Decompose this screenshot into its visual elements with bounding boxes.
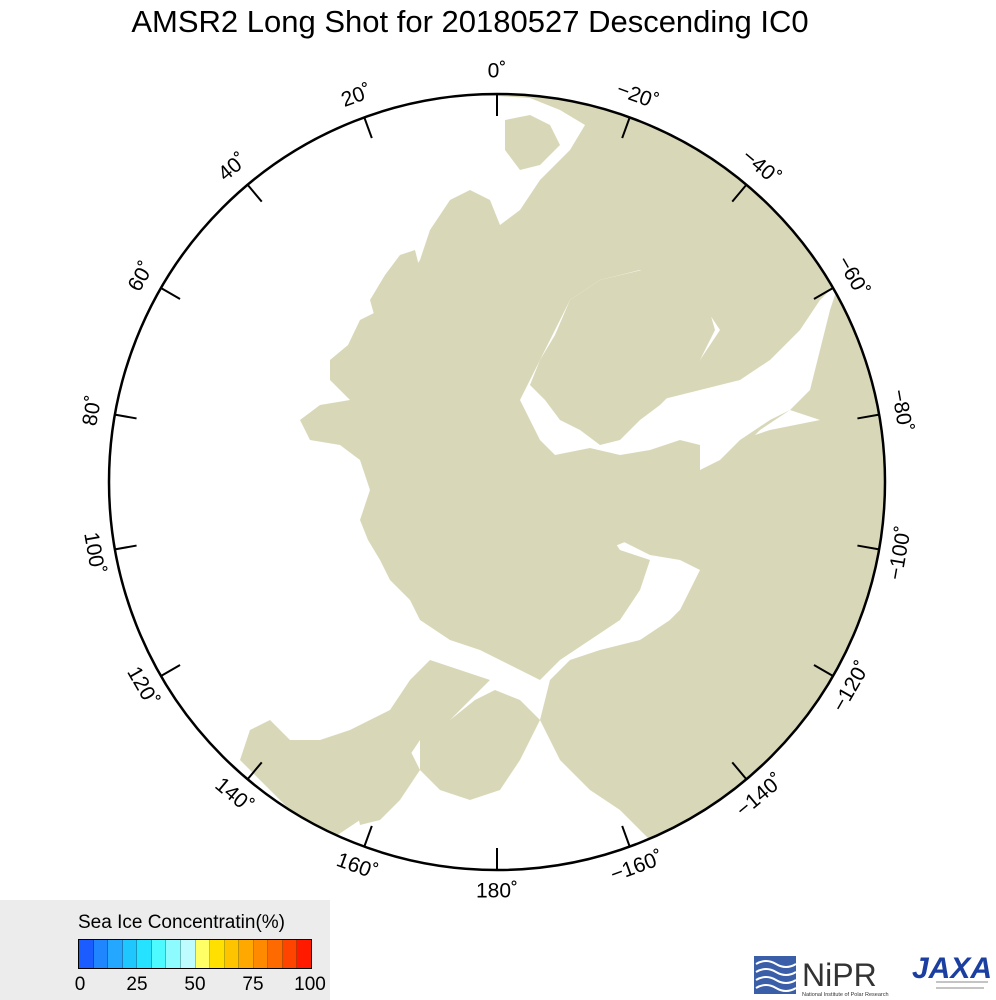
longitude-label: 80˚ <box>78 394 106 428</box>
colorbar-segment <box>239 940 254 968</box>
colorbar-segment <box>137 940 152 968</box>
longitude-tick <box>363 825 373 847</box>
legend-tick-75: 75 <box>242 974 264 995</box>
canadian-archipelago <box>555 440 700 548</box>
colorbar-segment <box>297 940 311 968</box>
longitude-tick <box>621 117 631 139</box>
longitude-tick <box>114 413 137 420</box>
nipr-logo-text: NiPR <box>802 957 877 993</box>
longitude-tick <box>246 761 263 780</box>
colorbar-segment <box>79 940 94 968</box>
longitude-tick <box>246 184 263 203</box>
nipr-logo-subtext: National Institute of Polar Research <box>802 992 889 998</box>
colorbar-segment <box>151 940 167 968</box>
legend-tick-100: 100 <box>294 974 326 995</box>
longitude-label: −80˚ <box>887 388 917 434</box>
franz-josef-land <box>550 245 590 275</box>
longitude-tick <box>857 544 880 551</box>
colorbar-segment <box>268 940 283 968</box>
longitude-tick <box>363 117 373 139</box>
longitude-label: 180˚ <box>476 880 518 903</box>
longitude-tick <box>813 287 834 300</box>
colorbar-segment <box>180 940 196 968</box>
longitude-tick <box>731 761 748 780</box>
legend-tick-50: 50 <box>184 974 206 995</box>
legend-tick-25: 25 <box>126 974 148 995</box>
nipr-logo-icon: NiPR National Institute of Polar Researc… <box>754 956 889 998</box>
svalbard <box>505 115 560 170</box>
longitude-tick <box>621 825 631 847</box>
colorbar-segment <box>210 940 225 968</box>
jaxa-logo-text: JAXA <box>912 952 992 985</box>
chukotka-alaska-strait <box>420 690 540 800</box>
legend-tick-0: 0 <box>74 974 86 995</box>
colorbar-segment <box>224 940 240 968</box>
longitude-tick <box>813 664 834 677</box>
colorbar-segment <box>282 940 298 968</box>
longitude-label: −20˚ <box>614 78 662 114</box>
colorbar-segment <box>108 940 123 968</box>
longitude-label: 160˚ <box>333 848 380 884</box>
colorbar-segment <box>166 940 181 968</box>
colorbar <box>78 939 312 969</box>
longitude-tick <box>857 413 880 420</box>
longitude-tick <box>114 544 137 551</box>
jaxa-logo-icon: JAXA <box>912 952 992 989</box>
longitude-label: 100˚ <box>79 530 109 575</box>
longitude-label: 20˚ <box>338 80 374 112</box>
map-title: AMSR2 Long Shot for 20180527 Descending … <box>131 4 809 39</box>
longitude-tick <box>731 184 748 203</box>
colorbar-segment <box>93 940 109 968</box>
arctic-ocean-ice <box>109 94 880 870</box>
longitude-label: 0˚ <box>488 60 507 83</box>
longitude-ticks <box>114 94 880 870</box>
longitude-tick <box>160 287 181 300</box>
kamchatka <box>350 750 420 825</box>
longitude-tick <box>160 664 181 677</box>
longitude-label: −100˚ <box>884 524 916 581</box>
colorbar-segment <box>253 940 269 968</box>
longitude-label: −60˚ <box>832 252 873 300</box>
longitude-label: 60˚ <box>124 258 159 296</box>
colorbar-segment <box>122 940 138 968</box>
novaya-zemlya <box>370 250 420 318</box>
greenland <box>530 268 715 445</box>
colorbar-segment <box>195 940 211 968</box>
legend-title: Sea Ice Concentratin(%) <box>78 912 285 933</box>
longitude-label: 40˚ <box>214 149 252 186</box>
